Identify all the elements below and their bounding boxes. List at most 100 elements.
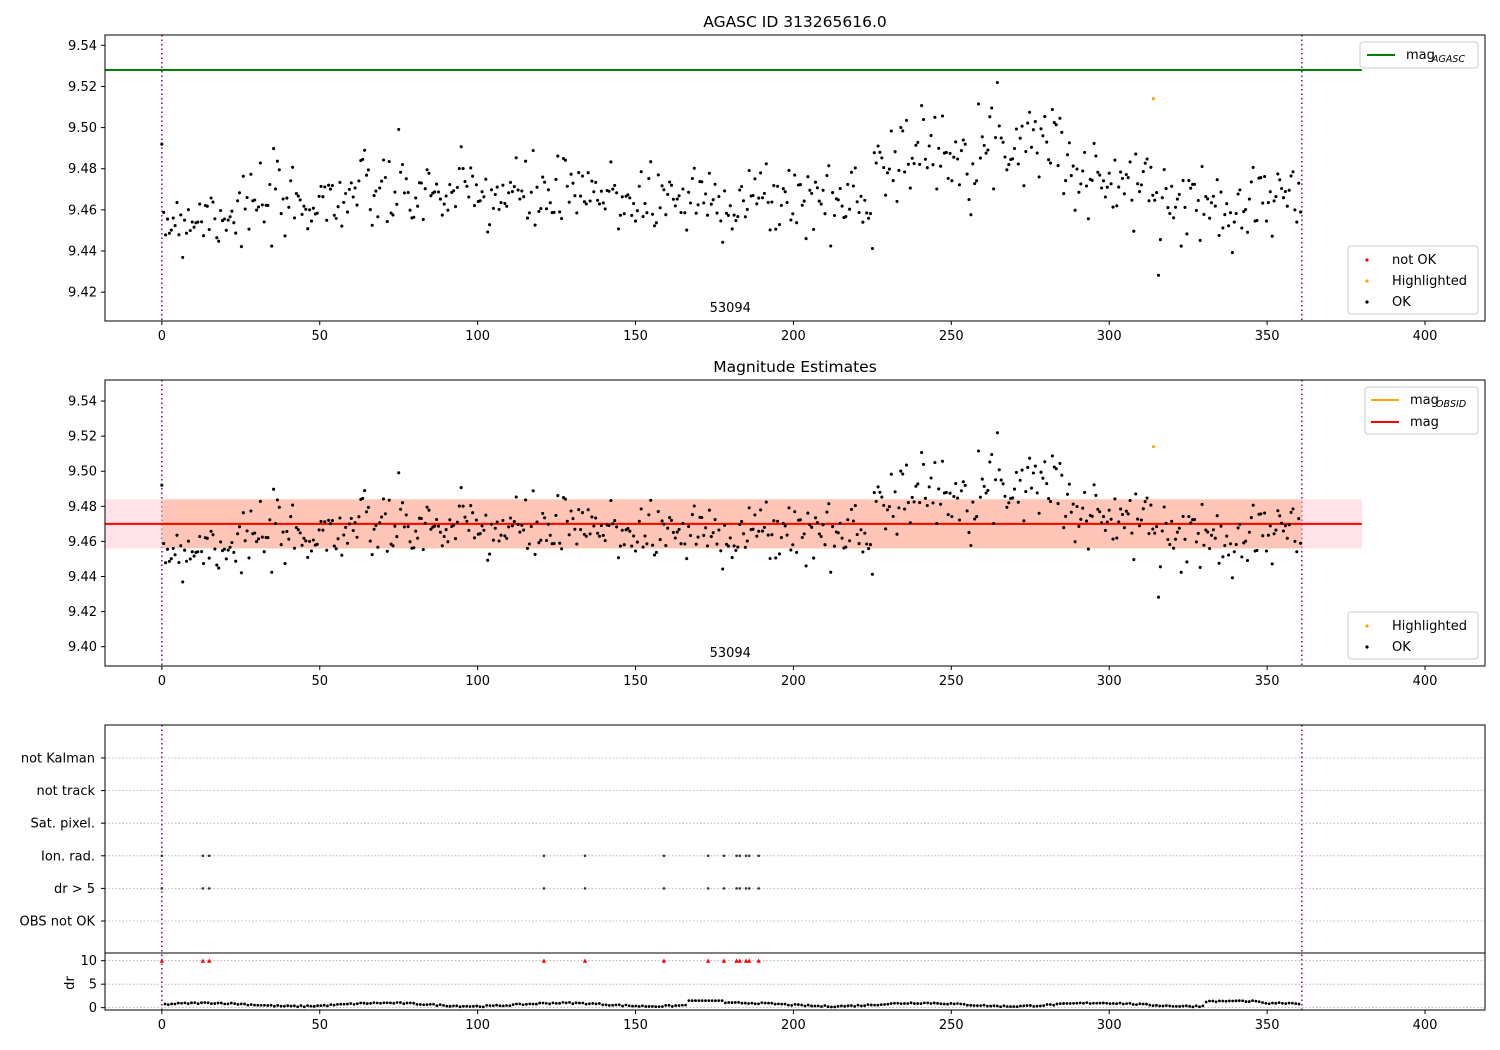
panel2-point: [1137, 524, 1142, 528]
dr-point: [607, 1003, 611, 1007]
panel1-point: [338, 180, 342, 184]
panel2-point: [400, 501, 405, 505]
panel2-point: [1090, 514, 1094, 518]
panel2-point: [1079, 517, 1083, 521]
panel2-point: [1204, 528, 1208, 532]
panel1-point: [956, 157, 960, 161]
panel2-point: [810, 525, 814, 529]
panel1-point: [347, 187, 351, 191]
panel1-point: [1014, 127, 1018, 131]
dr-point: [704, 999, 707, 1003]
panel2-point: [901, 472, 905, 476]
dr-point: [1178, 1004, 1182, 1008]
panel2-point: [745, 539, 749, 543]
dr-point: [972, 1004, 976, 1007]
panel1-point: [580, 174, 585, 178]
dr-point: [893, 1001, 896, 1005]
panel2-point: [590, 515, 594, 519]
panel2-point: [779, 536, 783, 540]
panel1-point: [795, 221, 799, 225]
panel2-point: [652, 553, 657, 557]
dr-point: [491, 1004, 495, 1007]
panel2-point: [414, 529, 418, 533]
panel1-point: [867, 216, 871, 220]
panel1-point: [626, 193, 630, 197]
panel2-point: [397, 471, 401, 475]
panel2-point: [1206, 530, 1210, 534]
panel1-point: [1141, 169, 1145, 174]
panel1-point: [311, 206, 315, 210]
dr-point: [956, 1002, 959, 1005]
panel2-point: [651, 543, 655, 547]
dr-high-marker: [541, 958, 547, 963]
dr-point: [790, 1004, 794, 1007]
panel2-point: [429, 527, 433, 531]
dr-point: [488, 1004, 492, 1007]
panel2-point: [647, 513, 651, 517]
panel2-point: [1077, 524, 1081, 528]
panel2-point: [465, 519, 469, 523]
dr-point: [478, 1005, 482, 1008]
panel1-point: [1192, 182, 1197, 186]
panel2-point: [893, 490, 897, 494]
dr-point: [1297, 1002, 1301, 1006]
panel1-point: [508, 180, 513, 184]
panel2-point: [1285, 536, 1289, 540]
dr-point: [568, 1001, 571, 1004]
panel2-point: [1219, 524, 1223, 528]
panel2-point: [777, 552, 782, 556]
panel2-point: [272, 487, 276, 491]
panel2-point: [1175, 530, 1179, 534]
x-tick-label: 100: [465, 1018, 490, 1033]
panel2-point: [186, 539, 190, 543]
panel1-point: [993, 136, 998, 140]
dr-point: [501, 1004, 505, 1008]
panel2-point: [1181, 514, 1185, 518]
panel2-point: [260, 535, 264, 539]
legend-mag-obsid-sub: OBSID: [1436, 399, 1466, 410]
panel1-point: [514, 156, 518, 160]
panel2-point: [169, 557, 173, 561]
panel2-point: [1062, 526, 1066, 530]
panel2-point: [1155, 525, 1159, 529]
panel1-point: [724, 211, 729, 215]
panel2-point: [1022, 519, 1026, 523]
panel2-point: [1084, 519, 1089, 523]
panel2-point: [505, 536, 509, 540]
panel1-point: [1160, 196, 1164, 200]
dr-point: [1148, 1003, 1152, 1007]
panel1-point: [1113, 158, 1117, 162]
dr-point: [694, 999, 697, 1003]
panel1-point: [527, 211, 531, 215]
flag-point: [722, 887, 726, 890]
panel2-point: [643, 534, 647, 538]
panel2-point: [904, 463, 909, 467]
panel2-point: [372, 527, 376, 531]
panel1-point: [249, 172, 253, 176]
dr-point: [826, 1005, 830, 1009]
panel2-point: [1249, 516, 1253, 520]
panel2-point: [982, 484, 986, 488]
panel2-point: [649, 498, 653, 502]
panel2-point: [262, 550, 266, 554]
dr-point: [551, 1001, 555, 1005]
panel2-point: [808, 523, 812, 527]
flag-point: [662, 854, 666, 858]
panel2-point: [692, 504, 696, 508]
panel1-point: [1003, 155, 1007, 159]
dr-point: [402, 1002, 406, 1006]
panel1-point: [912, 162, 916, 166]
panel1-point: [1073, 208, 1077, 212]
dr-point: [495, 1003, 498, 1007]
dr-tick-label: 0: [89, 1001, 97, 1016]
panel1-point: [1280, 186, 1284, 191]
panel1-legend-bottom: not OK Highlighted OK: [1347, 245, 1479, 315]
panel2-point: [285, 529, 289, 533]
dr-point: [418, 1003, 422, 1006]
flag-point: [201, 854, 205, 858]
x-tick-label: 300: [1097, 329, 1122, 344]
panel2-point: [986, 488, 990, 492]
dr-point: [876, 1003, 880, 1007]
dr-point: [1012, 1005, 1016, 1008]
panel2-point: [1048, 499, 1053, 504]
